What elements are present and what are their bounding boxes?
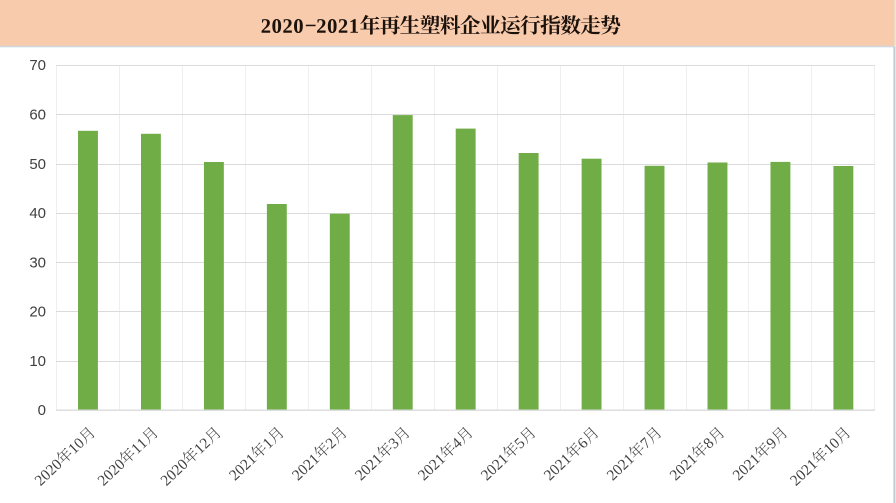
svg-text:50: 50 — [29, 156, 46, 173]
svg-text:70: 70 — [29, 57, 46, 74]
svg-text:60: 60 — [29, 106, 46, 123]
svg-text:20: 20 — [29, 304, 46, 321]
svg-text:10: 10 — [29, 353, 46, 370]
svg-text:0: 0 — [38, 402, 46, 419]
svg-text:30: 30 — [29, 254, 46, 271]
svg-text:40: 40 — [29, 205, 46, 222]
